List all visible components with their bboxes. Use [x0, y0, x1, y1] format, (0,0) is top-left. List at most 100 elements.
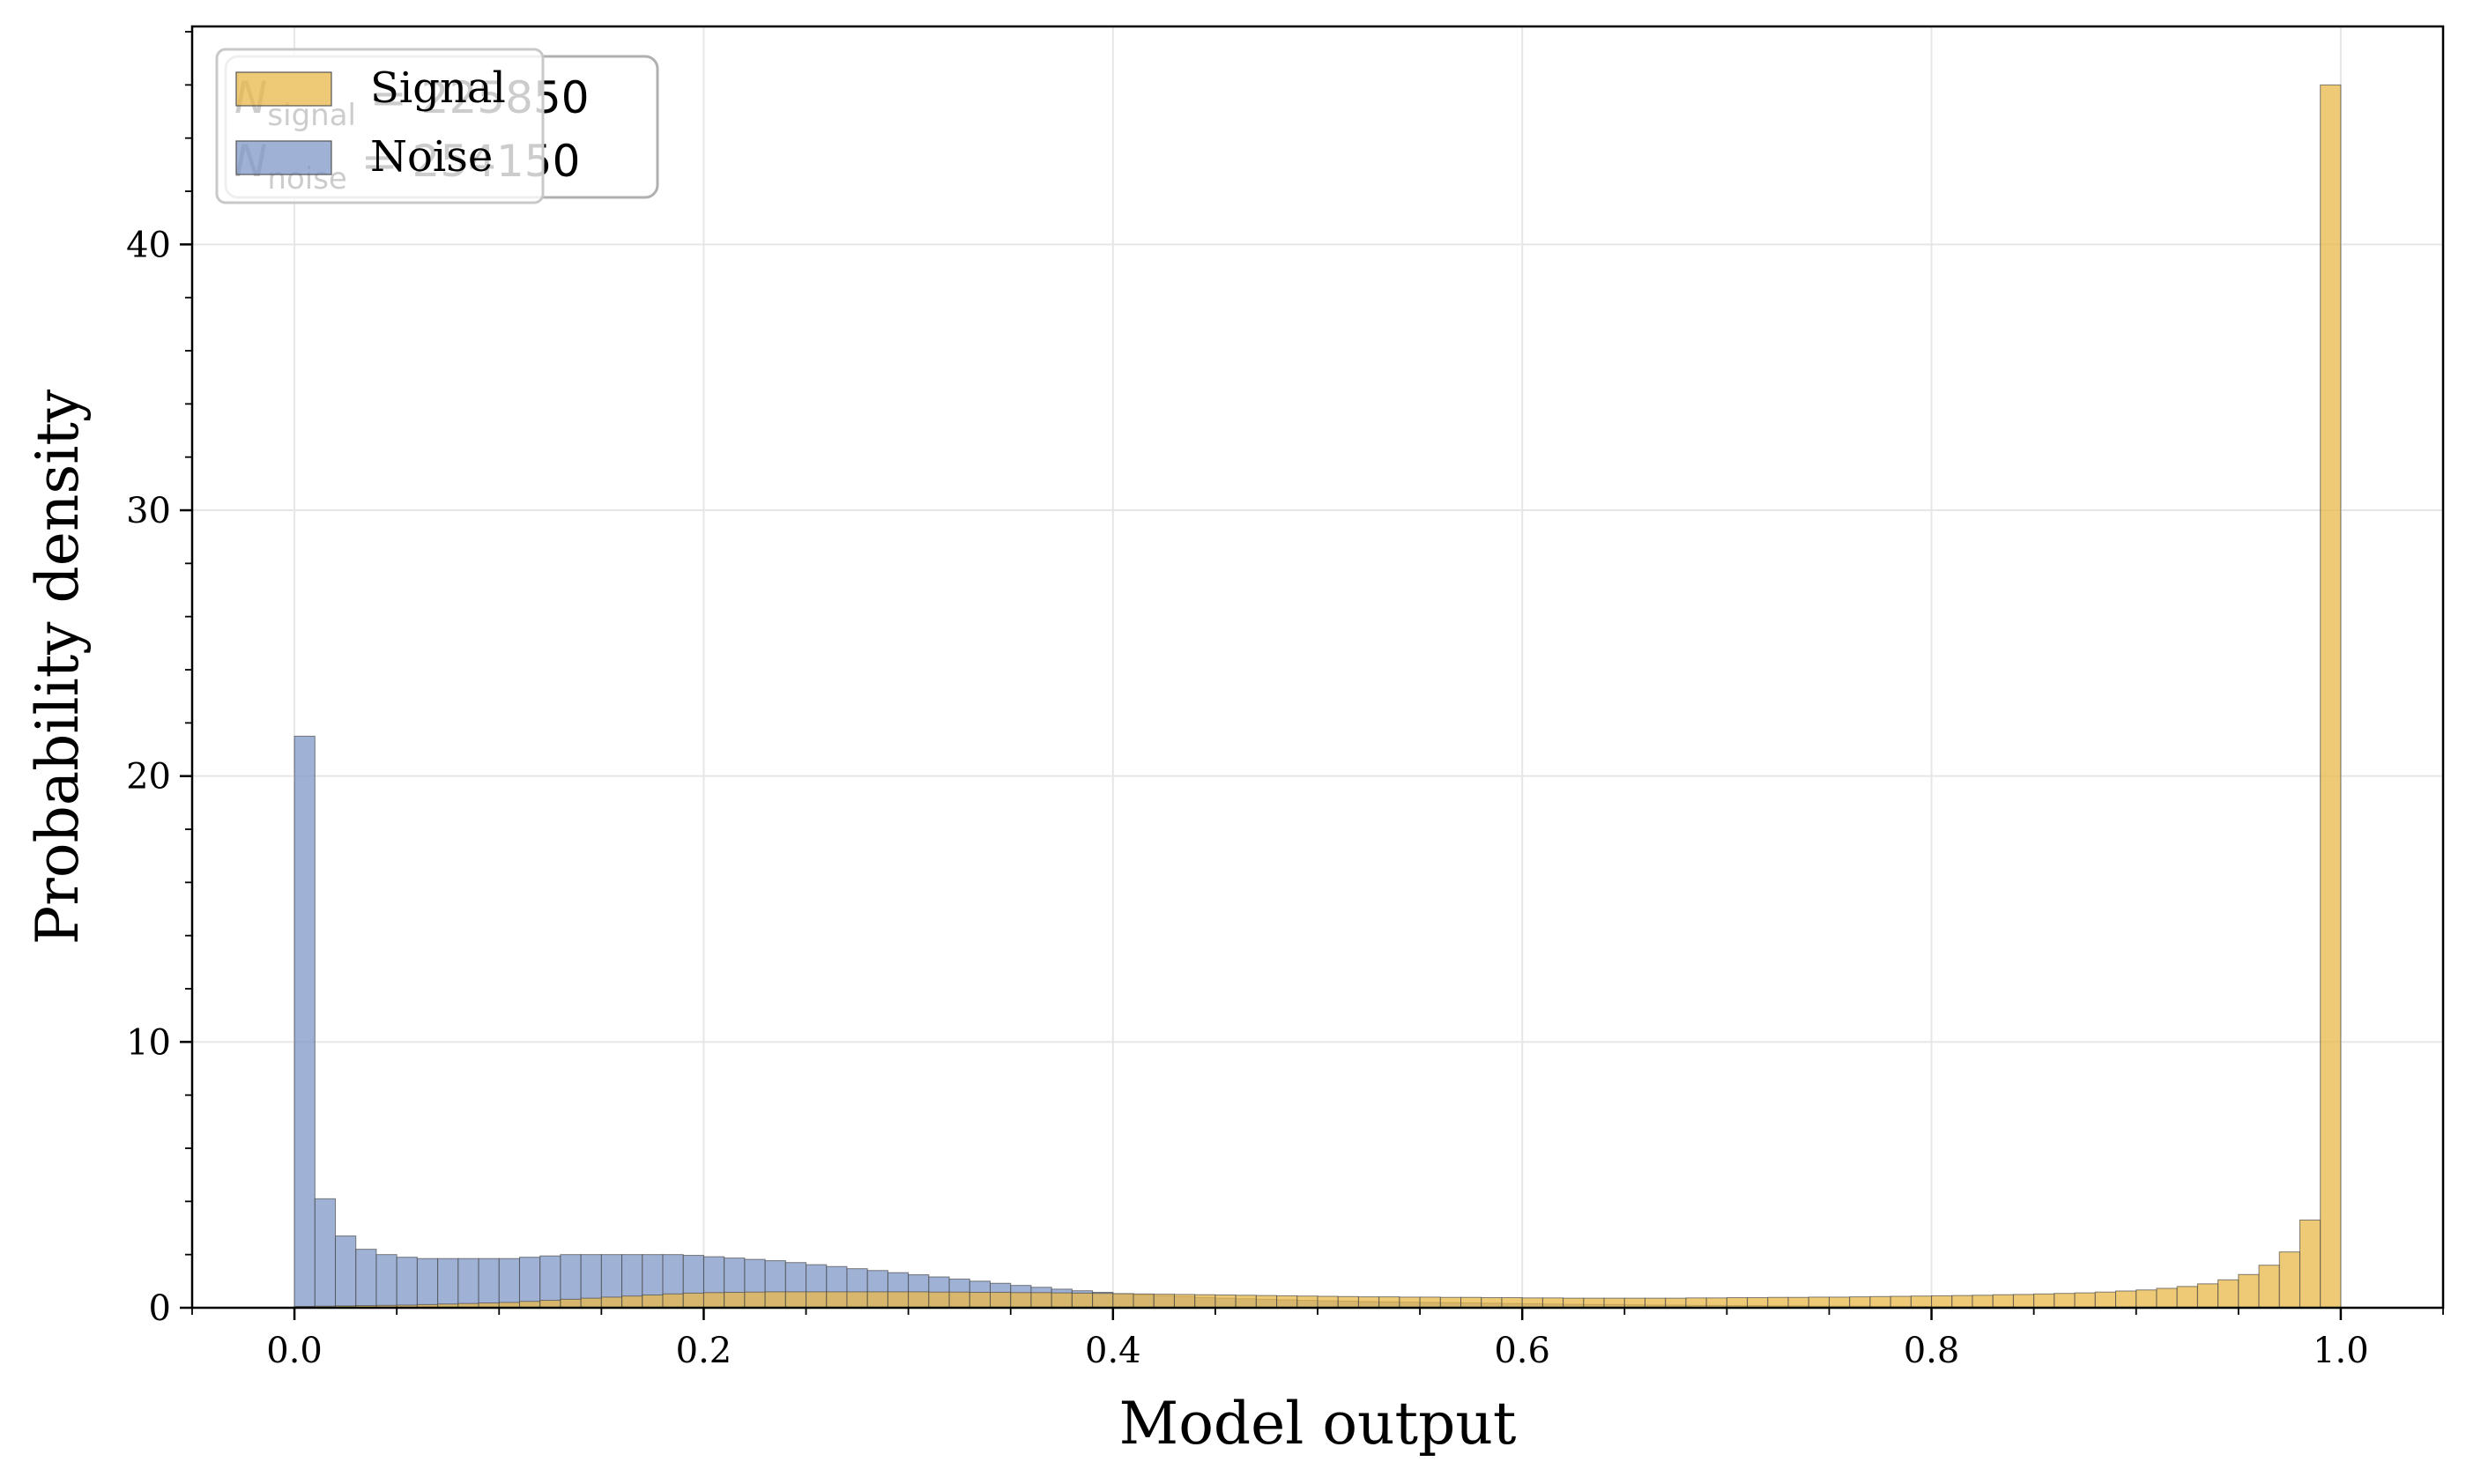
bar-signal [539, 1300, 561, 1309]
bar-signal [1563, 1297, 1585, 1309]
bar-signal [2094, 1291, 2117, 1309]
bar-signal [1767, 1296, 1789, 1309]
bar-signal [1808, 1296, 1830, 1309]
bar-signal [1828, 1296, 1851, 1309]
bar-signal [1603, 1297, 1625, 1309]
bar-noise [335, 1235, 357, 1309]
bar-signal [806, 1291, 828, 1309]
bar-signal [1623, 1297, 1645, 1309]
bar-signal [2278, 1251, 2300, 1309]
grid-lines [192, 26, 2443, 1308]
axis-ticks: 0.0 0.2 0.4 0.6 0.8 1.0 0 10 20 30 40 [126, 31, 2444, 1371]
bar-signal [1071, 1292, 1094, 1309]
legend: Signal Noise [215, 48, 545, 204]
bar-signal [1644, 1297, 1667, 1309]
bar-signal [600, 1296, 623, 1309]
bar-signal [2033, 1293, 2055, 1309]
bar-signal [1194, 1294, 1216, 1309]
bar-signal [1255, 1295, 1278, 1309]
bar-noise [518, 1257, 541, 1309]
bar-signal [1399, 1296, 1421, 1309]
x-tick-label: 0.0 [266, 1331, 323, 1371]
bar-signal [2320, 84, 2342, 1309]
bar-signal [1153, 1294, 1175, 1309]
bar-signal [1685, 1297, 1707, 1309]
bar-signal [1869, 1295, 1891, 1309]
bar-signal [2238, 1273, 2260, 1309]
bar-signal [744, 1291, 766, 1309]
bar-signal [990, 1292, 1012, 1309]
bar-signal [2115, 1290, 2137, 1309]
bar-signal [1890, 1295, 1912, 1309]
bar-signal [846, 1291, 868, 1309]
x-tick-label: 0.4 [1085, 1331, 1141, 1371]
y-tick-label: 30 [126, 491, 171, 531]
bar-signal [1910, 1295, 1933, 1309]
bar-signal [1521, 1297, 1543, 1309]
bar-noise [314, 1198, 337, 1309]
bar-signal [1849, 1296, 1871, 1309]
bar-signal [1747, 1297, 1769, 1309]
bar-noise [478, 1258, 500, 1309]
bar-signal [1357, 1296, 1380, 1309]
bar-signal [1112, 1293, 1134, 1309]
legend-label-signal: Signal [370, 63, 506, 113]
y-axis-title: Probability density [24, 389, 92, 945]
bar-signal [1133, 1293, 1155, 1309]
bar-signal [928, 1291, 950, 1309]
bar-signal [1276, 1295, 1298, 1309]
legend-label-noise: Noise [370, 132, 493, 182]
bar-signal [2299, 1219, 2321, 1309]
bar-signal [1235, 1295, 1257, 1309]
bar-signal [2217, 1279, 2239, 1309]
bar-signal [1705, 1297, 1727, 1309]
legend-swatch-signal [235, 71, 332, 107]
bar-noise [396, 1257, 418, 1309]
bar-signal [2074, 1292, 2096, 1309]
bar-signal [1992, 1294, 2014, 1309]
bar-signal [1051, 1292, 1073, 1309]
x-tick-label: 0.6 [1494, 1331, 1550, 1371]
bar-signal [682, 1292, 704, 1309]
bar-noise [437, 1258, 459, 1309]
bar-signal [1378, 1296, 1400, 1309]
bar-signal [1010, 1292, 1032, 1309]
bar-signal [1439, 1296, 1462, 1309]
y-tick-label: 40 [126, 225, 171, 265]
bar-noise [355, 1249, 377, 1309]
bar-signal [2196, 1283, 2219, 1309]
bar-signal [1173, 1294, 1196, 1309]
bar-signal [560, 1298, 582, 1309]
bar-signal [1296, 1295, 1318, 1309]
bar-signal [969, 1292, 992, 1309]
bar-signal [948, 1291, 970, 1309]
bar-signal [1541, 1297, 1564, 1309]
x-tick-label: 0.8 [1904, 1331, 1960, 1371]
bar-signal [826, 1291, 848, 1309]
bar-signal [1481, 1297, 1503, 1309]
y-tick-label: 10 [126, 1022, 171, 1063]
histogram-bars [293, 84, 2342, 1309]
bar-signal [702, 1292, 725, 1309]
bar-signal [1951, 1295, 1973, 1309]
bar-signal [2135, 1289, 2158, 1309]
bar-signal [1092, 1293, 1114, 1309]
x-axis-title: Model output [1119, 1390, 1517, 1458]
bar-signal [580, 1297, 602, 1309]
bar-signal [784, 1291, 807, 1309]
bar-signal [1972, 1295, 1994, 1309]
bar-signal [1787, 1296, 1809, 1309]
bar-signal [1030, 1292, 1052, 1309]
series-signal-bars [293, 84, 2342, 1309]
bar-signal [2176, 1286, 2198, 1309]
bar-signal [1726, 1297, 1749, 1309]
bar-signal [642, 1295, 664, 1309]
x-tick-label: 0.2 [676, 1331, 732, 1371]
bar-signal [2012, 1294, 2035, 1309]
bar-signal [1931, 1295, 1953, 1309]
bar-signal [764, 1291, 786, 1309]
bar-signal [1501, 1297, 1523, 1309]
bar-signal [2156, 1287, 2178, 1309]
legend-swatch-noise [235, 140, 332, 175]
